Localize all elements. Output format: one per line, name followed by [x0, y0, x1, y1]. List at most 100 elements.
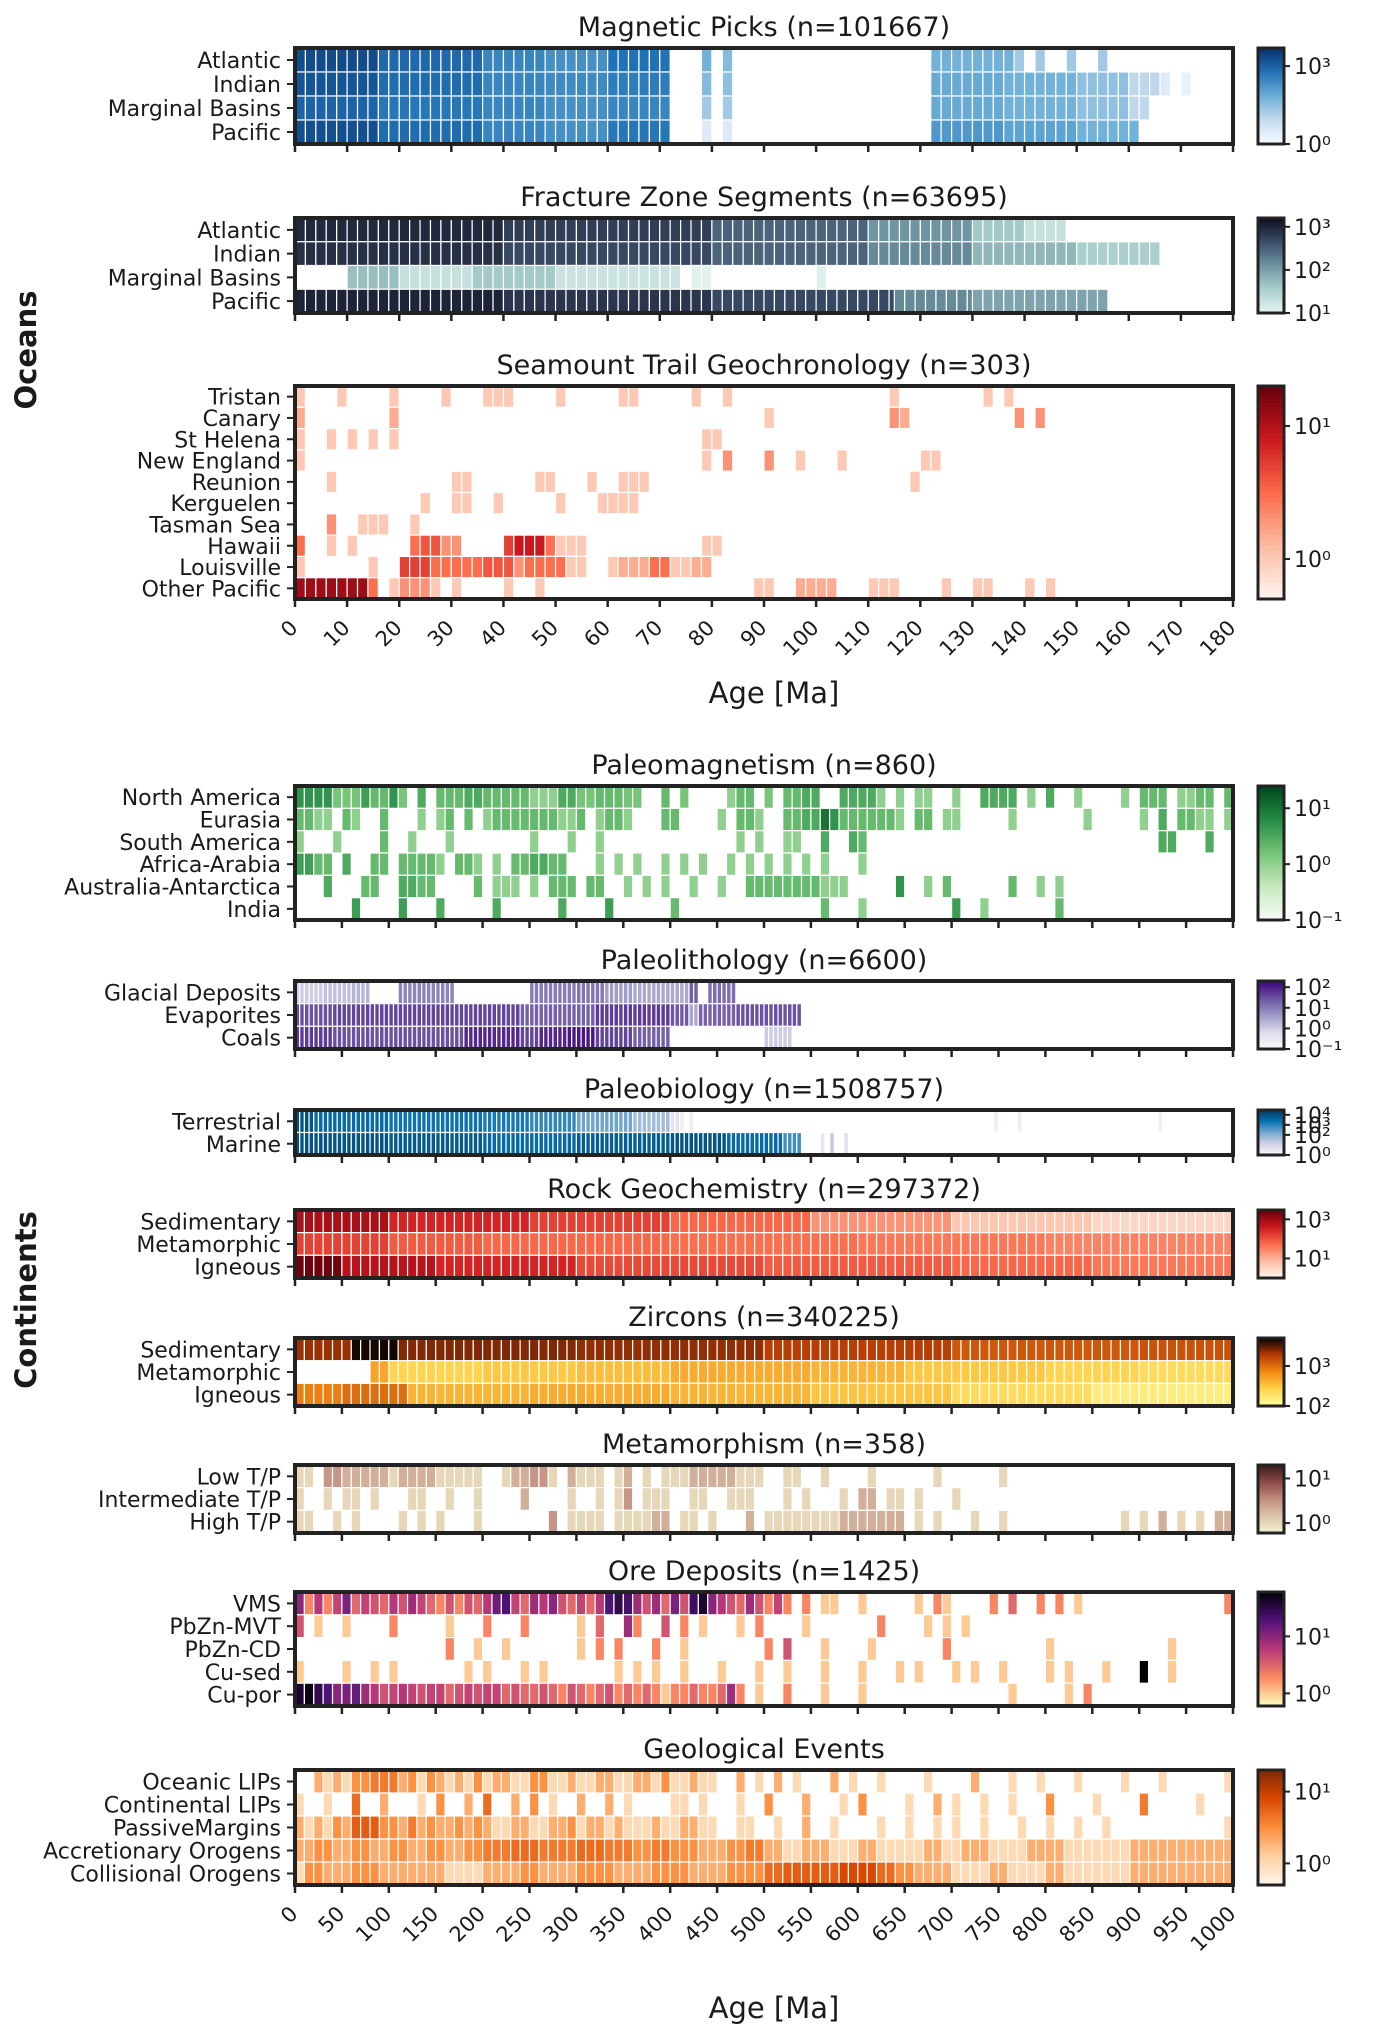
- colorbar-step: [1258, 64, 1284, 68]
- heatmap-cell: [664, 1025, 671, 1050]
- heatmap-cell: [513, 534, 525, 557]
- colorbar-step: [1258, 1492, 1284, 1495]
- heatmap-cell: [669, 1360, 681, 1384]
- heatmap-cell: [875, 1360, 887, 1384]
- heatmap-cell: [838, 807, 850, 832]
- heatmap-cell: [594, 1337, 606, 1362]
- heatmap-cell: [377, 288, 390, 314]
- heatmap-cell: [992, 241, 1005, 267]
- heatmap-cell: [622, 1254, 634, 1279]
- heatmap-cell: [655, 980, 662, 1005]
- heatmap-cell: [360, 1003, 366, 1027]
- heatmap-cell: [913, 1659, 925, 1684]
- heatmap-cell: [878, 217, 890, 243]
- heatmap-cell: [345, 980, 352, 1005]
- heatmap-cell: [638, 264, 650, 290]
- heatmap-cell: [622, 1382, 634, 1407]
- heatmap-cell: [557, 1682, 568, 1707]
- heatmap-cell: [575, 1769, 587, 1794]
- heatmap-cell: [409, 555, 421, 579]
- colorbar-tick-label: 10⁰: [1294, 1017, 1331, 1042]
- colorbar-step: [1258, 1399, 1284, 1402]
- row-label: Glacial Deposits: [104, 981, 281, 1006]
- heatmap-cell: [510, 1682, 521, 1707]
- heatmap-cell: [367, 217, 379, 243]
- heatmap-cell: [580, 1109, 587, 1134]
- heatmap-cell: [690, 241, 703, 267]
- heatmap-cell: [627, 1003, 634, 1027]
- heatmap-cell: [421, 1003, 427, 1027]
- heatmap-cell: [1044, 1360, 1056, 1384]
- heatmap-cell: [674, 980, 681, 1005]
- colorbar-step: [1258, 1033, 1284, 1036]
- heatmap-cell: [660, 1360, 671, 1384]
- heatmap-cell: [810, 1360, 821, 1384]
- x-tick-label: 140: [987, 616, 1032, 661]
- colorbar-step: [1258, 786, 1284, 790]
- heatmap-cell: [885, 1861, 896, 1886]
- x-tick-label: 40: [475, 616, 511, 652]
- heatmap-cell: [477, 1131, 484, 1156]
- heatmap-cell: [825, 288, 838, 314]
- heatmap-cell: [997, 1209, 1009, 1234]
- heatmap-cell: [416, 1025, 423, 1050]
- heatmap-cell: [618, 1003, 624, 1027]
- heatmap-cell: [857, 217, 869, 243]
- colorbar-step: [1258, 1377, 1284, 1380]
- heatmap-cell: [482, 1591, 493, 1616]
- colorbar-step: [1258, 433, 1284, 440]
- heatmap-cell: [1003, 288, 1015, 314]
- heatmap-cell: [547, 1360, 559, 1384]
- heatmap-cell: [688, 1003, 695, 1027]
- heatmap-cell: [406, 1337, 418, 1362]
- colorbar-step: [1258, 229, 1284, 233]
- heatmap-cell: [744, 1360, 756, 1384]
- heatmap-cell: [482, 1769, 493, 1794]
- heatmap-cell: [1147, 1232, 1159, 1256]
- heatmap-cell: [725, 1360, 737, 1384]
- colorbar-step: [1258, 74, 1284, 78]
- colorbar-step: [1258, 849, 1284, 854]
- heatmap-cell: [1072, 1232, 1084, 1256]
- heatmap-cell: [660, 1337, 671, 1362]
- heatmap-cell: [406, 1025, 413, 1050]
- heatmap-cell: [586, 217, 598, 243]
- heatmap-cell: [575, 1382, 587, 1407]
- heatmap-cell: [397, 897, 409, 921]
- heatmap-cell: [528, 1232, 540, 1256]
- heatmap-cell: [617, 264, 630, 290]
- heatmap-cell: [331, 1769, 343, 1794]
- heatmap-cell: [331, 1509, 343, 1534]
- heatmap-cell: [688, 1109, 695, 1134]
- heatmap-cell: [429, 241, 442, 267]
- heatmap-cell: [894, 1254, 906, 1279]
- heatmap-cell: [388, 1815, 399, 1840]
- heatmap-cell: [397, 1769, 409, 1794]
- heatmap-cell: [1101, 1382, 1112, 1407]
- heatmap-cell: [857, 1232, 868, 1256]
- x-tick-label: 50: [314, 1902, 350, 1938]
- heatmap-cell: [725, 1337, 737, 1362]
- heatmap-cell: [575, 119, 588, 145]
- colorbar-tick-label: 10³: [1294, 1208, 1331, 1233]
- heatmap-cell: [346, 47, 359, 73]
- heatmap-cell: [482, 555, 494, 579]
- heatmap-cell: [1157, 1769, 1168, 1794]
- heatmap-cell: [829, 807, 840, 832]
- heatmap-cell: [575, 807, 587, 832]
- heatmap-cell: [1013, 406, 1026, 430]
- colorbar-step: [1258, 1124, 1284, 1127]
- heatmap-cell: [1096, 95, 1109, 121]
- heatmap-cell: [346, 534, 359, 557]
- heatmap-cell: [398, 217, 411, 243]
- heatmap-cell: [1086, 241, 1099, 267]
- heatmap-cell: [439, 1025, 446, 1050]
- heatmap-cell: [435, 1815, 446, 1840]
- colorbar-step: [1258, 1366, 1284, 1370]
- colorbar-step: [1258, 117, 1284, 121]
- heatmap-cell: [491, 1025, 498, 1050]
- heatmap-cell: [857, 830, 868, 854]
- heatmap-cell: [941, 1232, 953, 1256]
- heatmap-cell: [547, 874, 559, 899]
- heatmap-cell: [542, 980, 549, 1005]
